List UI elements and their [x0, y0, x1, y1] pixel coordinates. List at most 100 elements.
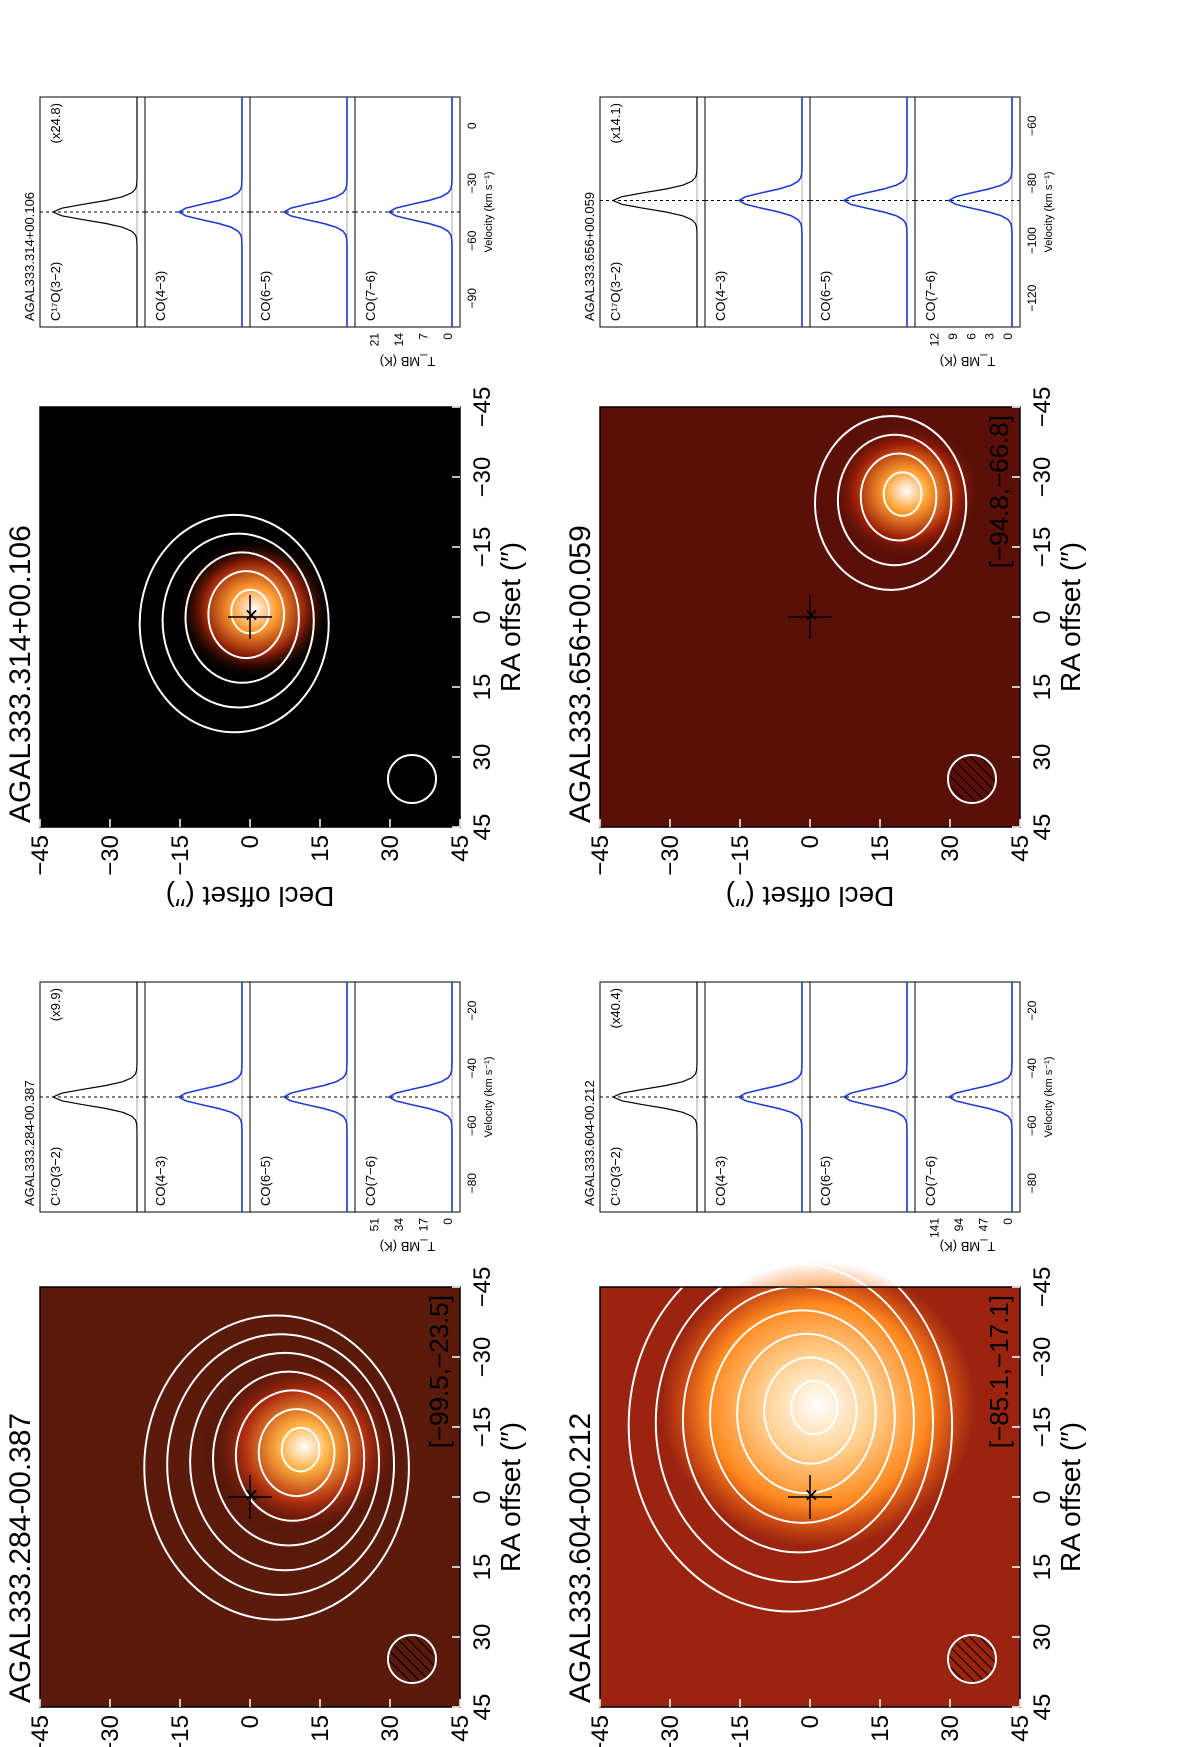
y-tick-label: −45 — [27, 835, 54, 876]
x-tick-label: 45 — [469, 1694, 496, 1721]
beam-outline — [387, 1634, 437, 1684]
x-tick-label: −15 — [1029, 1407, 1056, 1448]
map-title: AGAL333.284-00.387 — [4, 1413, 37, 1703]
spec-y-tick-label: 34 — [392, 1218, 406, 1232]
velocity-range: [−99.5,−23.5] — [424, 1295, 454, 1448]
contour-line — [280, 1426, 321, 1473]
spectrum-line — [51, 97, 138, 327]
x-tick-label: 30 — [469, 1624, 496, 1651]
map-title: AGAL333.656+00.059 — [564, 525, 597, 823]
fit-curve — [387, 97, 453, 327]
spec-y-label: T_MB (K) — [380, 1239, 436, 1254]
beam-outline — [947, 754, 997, 804]
y-tick-label: 0 — [797, 1715, 824, 1728]
y-tick-label: 30 — [937, 835, 964, 862]
spectrum-box — [914, 96, 1021, 328]
spec-x-tick-label: −80 — [1025, 173, 1039, 194]
line-label: CO(6−5) — [258, 1156, 273, 1206]
y-axis-label: Decl offset (′′) — [726, 881, 895, 912]
x-tick-label: 30 — [469, 744, 496, 771]
fit-curve — [737, 982, 803, 1212]
map-title: AGAL333.314+00.106 — [4, 525, 37, 823]
spec-x-tick-label: −120 — [1025, 284, 1039, 311]
y-tick-label: −45 — [587, 1715, 614, 1747]
spec-x-label: Velocity (km s⁻¹) — [1043, 1057, 1055, 1138]
y-tick-label: 15 — [307, 1715, 334, 1742]
spec-y-tick-label: 0 — [1001, 333, 1015, 340]
contour-line — [709, 1309, 896, 1524]
line-label: C¹⁷O(3−2) — [48, 1147, 63, 1206]
contour-line — [814, 415, 968, 591]
spectra-panel: C¹⁷O(3−2) AGAL333.656+00.059 (x14.1) CO(4−3… — [582, 96, 1055, 369]
y-tick-label: 30 — [937, 1715, 964, 1742]
spec-x-tick-label: −20 — [1025, 1000, 1039, 1021]
spec-x-tick-label: −80 — [465, 1173, 479, 1194]
x-tick-label: 30 — [1029, 744, 1056, 771]
spectra-panel: C¹⁷O(3−2) AGAL333.314+00.106 (x24.8) CO(4−3… — [22, 96, 495, 369]
x-tick-label: −15 — [1029, 527, 1056, 568]
contour-line — [836, 433, 953, 567]
contour-line — [143, 1314, 410, 1621]
spec-x-tick-label: −60 — [465, 1115, 479, 1136]
x-axis-label: RA offset (′′) — [495, 1422, 526, 1572]
contour-line — [627, 1238, 954, 1613]
spec-y-tick-label: 9 — [946, 333, 960, 340]
spec-y-tick-label: 21 — [368, 333, 382, 347]
contour-line — [859, 452, 938, 542]
x-axis-label: RA offset (′′) — [1055, 542, 1086, 692]
contour-line — [763, 1356, 858, 1465]
spec-x-tick-label: −60 — [1025, 115, 1039, 136]
line-label: CO(4−3) — [153, 271, 168, 321]
y-tick-label: 15 — [307, 835, 334, 862]
x-tick-label: −15 — [469, 527, 496, 568]
y-tick-label: −45 — [27, 1715, 54, 1747]
spec-y-tick-label: 14 — [392, 333, 406, 347]
spec-x-tick-label: −80 — [1025, 1173, 1039, 1194]
fit-curve — [842, 97, 908, 327]
line-label: CO(7−6) — [923, 1156, 938, 1206]
x-tick-label: −30 — [469, 1337, 496, 1378]
line-label: C¹⁷O(3−2) — [608, 262, 623, 321]
contour-line — [790, 1380, 839, 1436]
contour-line — [184, 551, 300, 684]
y-tick-label: 15 — [867, 835, 894, 862]
fit-curve — [282, 982, 348, 1212]
spec-x-tick-label: −40 — [465, 1058, 479, 1079]
spec-y-tick-label: 141 — [928, 1218, 942, 1238]
spec-y-tick-label: 47 — [977, 1218, 991, 1232]
y-tick-label: −30 — [657, 1715, 684, 1747]
x-tick-label: 0 — [469, 1490, 496, 1503]
spec-x-label: Velocity (km s⁻¹) — [1043, 172, 1055, 253]
scale-factor: (x14.1) — [608, 103, 623, 143]
source-marker: ✕ — [802, 607, 822, 622]
y-tick-label: −15 — [727, 835, 754, 876]
x-tick-label: 0 — [1029, 610, 1056, 623]
x-tick-label: −30 — [1029, 1337, 1056, 1378]
y-tick-label: −30 — [97, 1715, 124, 1747]
spec-y-tick-label: 94 — [952, 1218, 966, 1232]
map-title: AGAL333.604-00.212 — [564, 1413, 597, 1703]
spec-x-tick-label: −60 — [1025, 1115, 1039, 1136]
velocity-range: [−94.8,−66.8] — [984, 415, 1014, 568]
fit-curve — [387, 982, 453, 1212]
contour-line — [189, 1351, 381, 1572]
y-tick-label: −15 — [167, 1715, 194, 1747]
y-tick-label: 30 — [377, 835, 404, 862]
line-label: C¹⁷O(3−2) — [48, 262, 63, 321]
fit-curve — [282, 97, 348, 327]
beam-outline — [947, 1634, 997, 1684]
spectrum-line — [51, 982, 138, 1212]
contour-line — [736, 1332, 877, 1495]
y-tick-label: 45 — [1007, 1715, 1034, 1742]
x-axis-label: RA offset (′′) — [495, 542, 526, 692]
x-tick-label: −45 — [469, 1267, 496, 1308]
emission-peak — [832, 423, 981, 559]
y-tick-label: 15 — [867, 1715, 894, 1742]
contour-line — [654, 1262, 935, 1583]
contour-line — [138, 513, 330, 734]
x-tick-label: 15 — [469, 1554, 496, 1581]
line-label: CO(6−5) — [258, 271, 273, 321]
